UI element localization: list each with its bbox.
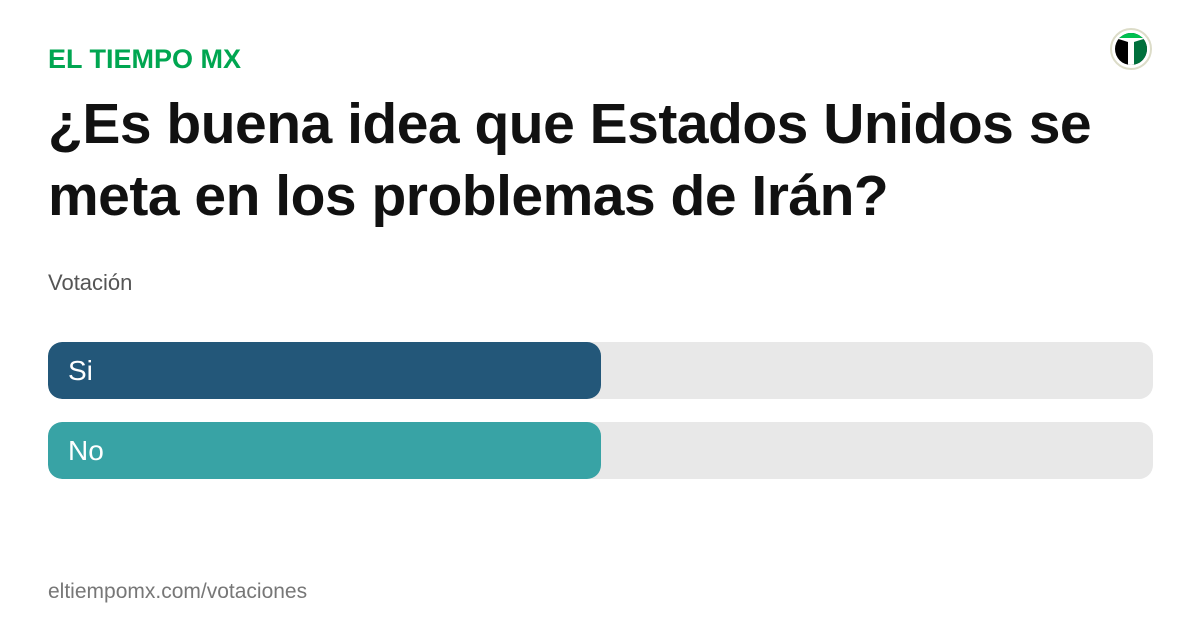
poll-option-label: Si xyxy=(68,355,93,386)
poll-question: ¿Es buena idea que Estados Unidos se met… xyxy=(48,92,1092,228)
poll-bar-fill-no xyxy=(48,422,601,479)
footer-url[interactable]: eltiempomx.com/votaciones xyxy=(48,580,308,603)
poll-option-si[interactable]: Si xyxy=(48,342,1153,399)
poll-option-label: No xyxy=(68,435,104,466)
poll-option-no[interactable]: No xyxy=(48,422,1153,479)
poll-subtitle: Votación xyxy=(48,270,133,295)
poll-bar-fill-si xyxy=(48,342,601,399)
brand-name: EL TIEMPO MX xyxy=(48,44,242,74)
brand-logo-icon xyxy=(1110,28,1152,70)
